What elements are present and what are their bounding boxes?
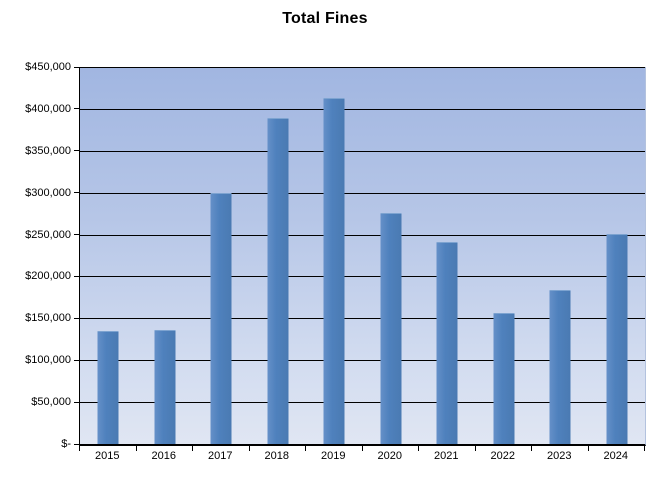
bar-2017 [210,193,232,444]
x-tick-label-2017: 2017 [208,450,233,462]
y-tick-mark [74,108,79,110]
y-axis-ticks [74,66,79,445]
x-tick-mark [192,446,193,451]
x-tick-mark [531,446,532,451]
y-tick-label-350000: $350,000 [25,144,71,157]
bar-2020 [380,212,402,444]
chart-title: Total Fines [282,10,368,27]
bar-2018 [267,117,289,444]
y-tick-label-300000: $300,000 [25,186,71,199]
x-tick-mark [361,446,363,451]
y-tick-mark [74,234,79,236]
y-tick-mark [74,150,79,152]
x-tick-mark [418,446,419,451]
gridline-300000 [80,192,645,194]
gridline-200000 [80,276,645,278]
x-tick-label-2024: 2024 [603,450,628,462]
y-tick-mark [74,443,79,445]
gridline-450000 [80,67,645,68]
plot-area [79,67,646,446]
x-tick-label-2021: 2021 [434,450,459,462]
y-tick-label-50000: $50,000 [31,396,71,409]
gridline-400000 [80,108,645,110]
x-tick-label-2018: 2018 [264,450,289,462]
y-tick-mark [74,275,79,277]
y-tick-label-100000: $100,000 [25,354,71,367]
gridline-250000 [80,234,645,236]
bar-2024 [606,233,628,444]
x-tick-label-2020: 2020 [377,450,402,462]
x-tick-mark [474,446,476,451]
y-tick-label-0: $- [61,438,71,450]
bar-2021 [436,241,458,444]
bar-2016 [154,329,176,444]
y-tick-label-200000: $200,000 [25,270,71,283]
y-tick-label-400000: $400,000 [25,102,71,115]
x-tick-mark [79,446,80,451]
y-tick-mark [74,317,79,319]
x-axis-ticks [79,446,645,451]
y-tick-mark [74,401,79,403]
bar-2015 [97,330,119,444]
bar-2023 [549,289,571,444]
x-tick-mark [248,446,250,451]
x-tick-label-2015: 2015 [95,450,120,462]
x-axis-labels: 2015 2016 2017 2018 2019 2020 2021 2022 2023 2024 [79,450,644,466]
y-tick-label-450000: $450,000 [25,61,71,73]
x-tick-label-2016: 2016 [151,450,176,462]
x-tick-mark [644,446,645,451]
y-tick-label-250000: $250,000 [25,228,71,241]
y-tick-label-150000: $150,000 [25,312,71,325]
x-tick-mark [305,446,306,451]
bar-2022 [493,313,515,444]
y-tick-mark [74,192,79,194]
y-tick-mark [74,359,79,361]
gridline-350000 [80,150,645,152]
y-tick-mark [74,66,79,68]
x-tick-mark [135,446,137,451]
x-tick-label-2023: 2023 [547,450,572,462]
x-tick-label-2019: 2019 [321,450,346,462]
bar-2019 [323,97,345,444]
y-axis-labels: $- $50,000 $100,000 $150,000 $200,000 $250,00… [0,61,71,450]
x-tick-label-2022: 2022 [490,450,515,462]
x-tick-mark [587,446,589,451]
